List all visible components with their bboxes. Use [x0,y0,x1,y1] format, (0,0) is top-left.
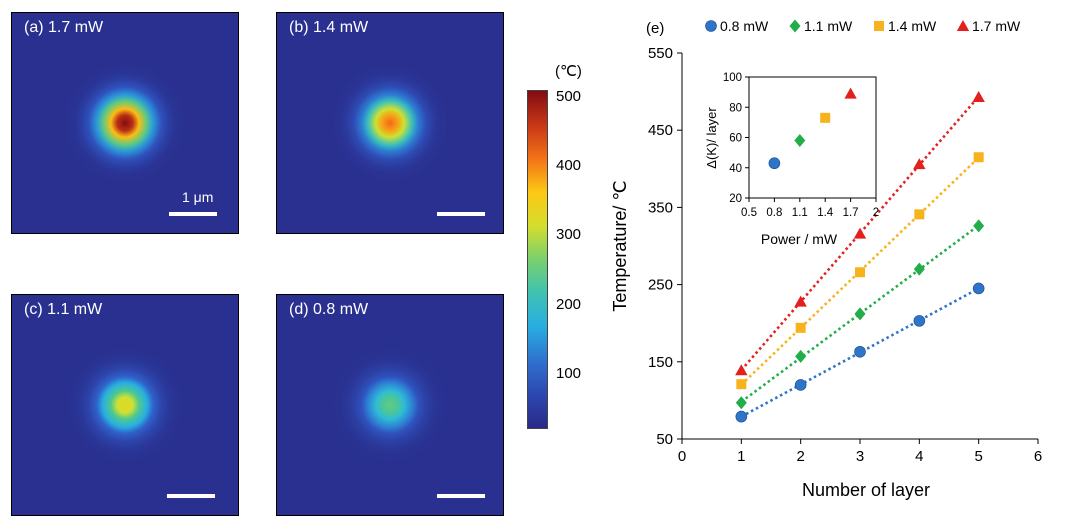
data-point [735,410,748,423]
colorbar-tick: 100 [556,365,582,382]
legend-label: 1.4 mW [888,18,937,34]
colorbar-tick: 400 [556,157,582,174]
y-tick-label: 50 [656,431,673,448]
x-axis-label: Number of layer [802,480,930,500]
inset-data-point [768,157,781,170]
x-tick-label: 5 [974,448,982,465]
panel-label: (b) 1.4 mW [289,19,369,36]
colorbar-tick: 200 [556,296,582,313]
inset-x-tick-label: 1.7 [843,207,859,219]
inset-x-tick-label: 1.4 [817,207,834,219]
colorbar-tick: 300 [556,226,582,243]
data-point [736,379,747,390]
data-point [854,307,866,321]
x-tick-label: 0 [678,448,686,465]
scale-bar [437,494,485,498]
scale-bar [169,212,217,216]
legend-label: 0.8 mW [720,18,769,34]
data-point [913,315,926,327]
colorbar-unit: (℃) [555,63,582,80]
data-point [853,227,867,239]
legend-marker [956,20,970,31]
data-point [914,209,925,220]
inset-y-tick-label: 20 [729,193,742,205]
scale-bar [167,494,215,498]
legend-label: 1.7 mW [972,18,1021,34]
thermal-map-image [12,13,238,233]
thermal-panel-d: (d) 0.8 mW [276,294,504,516]
trendline [740,95,980,371]
trendline [740,156,980,386]
inset-y-tick-label: 40 [729,163,742,175]
y-tick-label: 550 [648,45,673,62]
panel-label: (a) 1.7 mW [24,19,104,36]
data-point [795,322,806,333]
inset-y-axis-label: Δ(K)/ layer [704,107,719,169]
y-tick-label: 450 [648,122,673,139]
inset-data-point [844,87,857,99]
y-tick-label: 150 [648,354,673,371]
thermal-map-image [277,13,503,233]
thermal-panel-a: (a) 1.7 mW 1 μm [11,12,239,234]
inset-y-tick-label: 80 [729,102,742,114]
thermal-panel-b: (b) 1.4 mW [276,12,504,234]
inset-y-tick-label: 60 [729,133,742,145]
colorbar [527,90,548,429]
x-tick-label: 2 [796,448,804,465]
y-axis-label: Temperature/ ℃ [610,180,630,311]
data-point [795,349,807,363]
inset-data-point [820,112,831,123]
x-tick-label: 1 [737,448,745,465]
data-point [794,379,807,391]
inset-x-tick-label: 2 [873,207,879,219]
legend-label: 1.1 mW [804,18,853,34]
chart-panel-label: (e) [646,20,664,37]
data-point [973,152,984,163]
data-point [735,364,748,376]
x-tick-label: 6 [1034,448,1042,465]
panel-label: (c) 1.1 mW [24,301,103,318]
inset-x-tick-label: 1.1 [792,207,808,219]
inset-x-axis-label: Power / mW [761,231,838,247]
y-tick-label: 350 [648,199,673,216]
legend-marker [874,21,884,31]
panel-label: (d) 0.8 mW [289,301,369,318]
colorbar-tick: 500 [556,88,582,105]
data-point [973,219,985,233]
thermal-map-image [12,295,238,515]
inset-data-point [794,134,806,148]
data-point [854,345,866,358]
y-tick-label: 250 [648,277,673,294]
trendline [740,224,980,403]
scale-bar [437,212,485,216]
thermal-map-image [277,295,503,515]
data-point [913,158,926,170]
inset-frame [748,76,877,199]
inset-y-tick-label: 100 [723,72,742,84]
x-tick-label: 4 [915,448,923,465]
scale-bar-label: 1 μm [182,189,214,205]
legend-marker [789,19,801,33]
data-point [735,396,747,410]
data-point [972,282,985,295]
thermal-panel-c: (c) 1.1 mW [11,294,239,516]
data-point [794,295,807,307]
data-point [972,91,985,103]
trendline [740,287,980,418]
inset-x-tick-label: 0.5 [741,207,757,219]
data-point [913,262,925,276]
data-point [855,267,865,278]
legend-marker [705,20,717,32]
inset-x-tick-label: 0.8 [766,207,782,219]
x-tick-label: 3 [856,448,864,465]
